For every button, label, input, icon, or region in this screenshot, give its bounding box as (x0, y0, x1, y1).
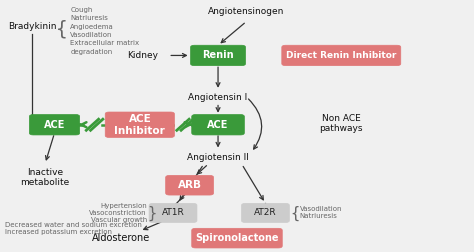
Text: Direct Renin Inhibitor: Direct Renin Inhibitor (286, 51, 396, 60)
Text: Extracellular matrix: Extracellular matrix (70, 40, 139, 46)
Text: ACE
Inhibitor: ACE Inhibitor (114, 114, 165, 136)
Text: AT2R: AT2R (254, 208, 277, 217)
Text: Kidney: Kidney (127, 51, 158, 60)
FancyBboxPatch shape (242, 203, 289, 223)
Text: Vasodilation: Vasodilation (70, 32, 113, 38)
Text: Aldosterone: Aldosterone (92, 233, 150, 243)
FancyBboxPatch shape (282, 45, 401, 66)
Text: Vasodilation
Natriuresis: Vasodilation Natriuresis (300, 206, 342, 219)
Text: {: { (56, 19, 68, 39)
Text: Bradykinin: Bradykinin (8, 22, 56, 31)
Text: Inactive
metabolite: Inactive metabolite (20, 168, 70, 187)
Text: Natriuresis: Natriuresis (70, 15, 108, 21)
Text: Angiotensinogen: Angiotensinogen (208, 7, 285, 16)
Text: ACE: ACE (207, 120, 229, 130)
Text: {: { (290, 205, 299, 220)
FancyBboxPatch shape (166, 175, 213, 195)
Text: Angiotensin I: Angiotensin I (189, 92, 247, 102)
Text: Angioedema: Angioedema (70, 24, 114, 30)
Text: Decreased water and sodium excretion
Increased potassium excretion: Decreased water and sodium excretion Inc… (5, 222, 142, 235)
FancyBboxPatch shape (191, 228, 282, 248)
Text: Non ACE
pathways: Non ACE pathways (319, 114, 363, 133)
Text: ACE: ACE (44, 120, 65, 130)
Text: Spironolactone: Spironolactone (195, 233, 279, 243)
FancyBboxPatch shape (29, 114, 80, 135)
Text: Hypertension
Vasoconstriction
Vascular growth: Hypertension Vasoconstriction Vascular g… (89, 203, 147, 223)
Text: degradation: degradation (70, 49, 112, 55)
Text: }: } (147, 205, 156, 220)
Text: Renin: Renin (202, 50, 234, 60)
Text: ARB: ARB (178, 180, 201, 190)
Text: Cough: Cough (70, 7, 92, 13)
FancyBboxPatch shape (149, 203, 197, 223)
FancyBboxPatch shape (191, 114, 245, 135)
Text: Angiotensin II: Angiotensin II (187, 153, 249, 162)
FancyBboxPatch shape (105, 112, 174, 138)
FancyBboxPatch shape (191, 45, 246, 66)
Text: AT1R: AT1R (162, 208, 184, 217)
